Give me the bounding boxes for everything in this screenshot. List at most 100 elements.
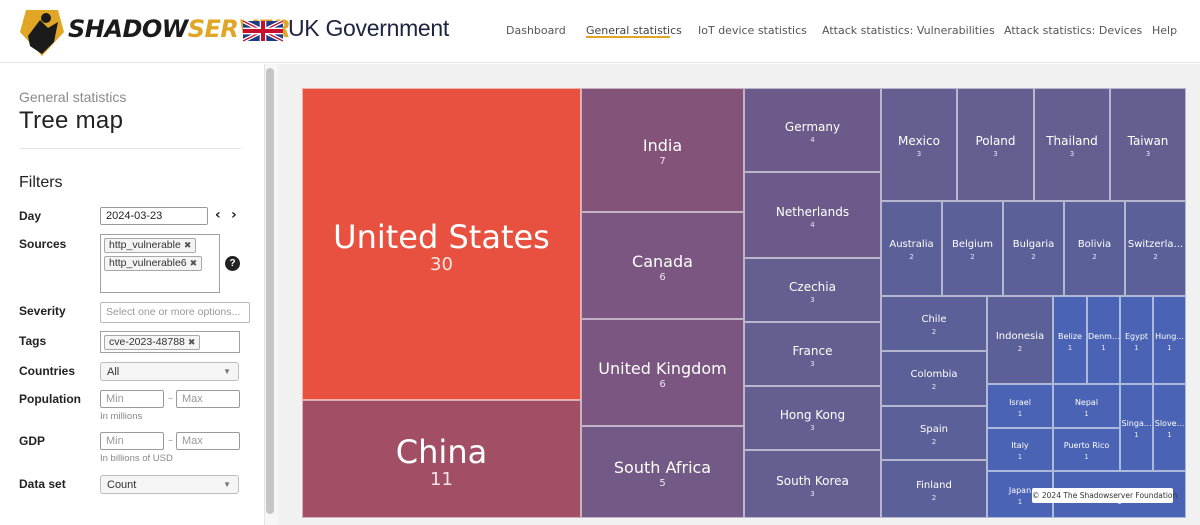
treemap-cell[interactable]: Bulgaria 2 (1003, 201, 1064, 296)
treemap-cell[interactable]: Australia 2 (881, 201, 942, 296)
treemap-cell-value: 2 (931, 493, 937, 502)
population-max-input[interactable]: Max (176, 390, 240, 408)
nav-iot-device-statistics[interactable]: IoT device statistics (698, 24, 807, 37)
treemap-cell[interactable]: Singa... 1 (1120, 384, 1153, 471)
treemap-cell[interactable]: South Africa 5 (581, 426, 744, 518)
treemap-cell[interactable]: Germany 4 (744, 88, 881, 172)
treemap-cell-value: 2 (1153, 253, 1158, 261)
treemap-cell[interactable]: China 11 (302, 400, 581, 518)
treemap-cell[interactable]: Chile 2 (881, 296, 987, 351)
sidebar-scrollbar-thumb[interactable] (266, 68, 274, 514)
treemap-cell[interactable]: Netherlands 4 (744, 172, 881, 258)
treemap-cell[interactable]: India 7 (581, 88, 744, 212)
population-hint: In millions (100, 411, 143, 422)
treemap-cell[interactable]: United Kingdom 6 (581, 319, 744, 426)
tags-multiselect[interactable]: cve-2023-48788 ✖ (100, 331, 240, 353)
treemap-cell-value: 11 (430, 469, 453, 490)
treemap-cell[interactable]: South Korea 3 (744, 450, 881, 518)
treemap-cell[interactable]: Italy 1 (987, 428, 1053, 471)
treemap-cell[interactable]: Mexico 3 (881, 88, 957, 201)
sidebar-divider (19, 148, 241, 149)
nav-attack-devices[interactable]: Attack statistics: Devices (1004, 24, 1143, 37)
treemap-cell-label: Belgium (952, 239, 993, 250)
treemap-cell-value: 1 (1134, 431, 1139, 439)
treemap-cell[interactable]: Canada 6 (581, 212, 744, 319)
treemap-cell[interactable]: Colombia 2 (881, 351, 987, 406)
logo-wordmark[interactable]: SHADOWSERVER (68, 15, 291, 43)
help-icon[interactable]: ? (225, 256, 240, 271)
treemap-cell[interactable]: Puerto Rico 1 (1053, 428, 1120, 471)
treemap-cell[interactable]: Taiwan 3 (1110, 88, 1186, 201)
treemap-cell[interactable]: Israel 1 (987, 384, 1053, 428)
logo-main-text: SHADOW (68, 15, 188, 43)
source-chip[interactable]: http_vulnerable ✖ (104, 238, 197, 253)
sources-label: Sources (19, 237, 67, 251)
treemap-cell[interactable]: France 3 (744, 322, 881, 386)
treemap-cell[interactable]: Hung... 1 (1153, 296, 1186, 384)
treemap-cell-label: Czechia (789, 279, 836, 294)
nav-dashboard[interactable]: Dashboard (506, 24, 566, 37)
treemap-cell[interactable]: Belize 1 (1053, 296, 1087, 384)
treemap-cell[interactable]: Egypt 1 (1120, 296, 1153, 384)
treemap-cell[interactable]: Thailand 3 (1034, 88, 1110, 201)
treemap-cell-label: United Kingdom (598, 358, 727, 378)
treemap-cell[interactable]: Denm... 1 (1087, 296, 1120, 384)
treemap-cell-value: 2 (970, 253, 975, 261)
treemap-cell-value: 2 (909, 253, 914, 261)
tag-chip[interactable]: cve-2023-48788 ✖ (104, 335, 201, 350)
treemap-cell[interactable]: Bolivia 2 (1064, 201, 1125, 296)
gdp-max-input[interactable]: Max (176, 432, 240, 450)
treemap-cell-value: 30 (430, 254, 453, 275)
treemap-cell-label: Hong Kong (779, 407, 846, 422)
day-label: Day (19, 209, 42, 223)
nav-help[interactable]: Help (1152, 24, 1178, 37)
treemap-cell[interactable]: Slove... 1 (1153, 384, 1186, 471)
treemap-cell-value: 1 (1134, 343, 1139, 352)
treemap-cell-value: 1 (1017, 498, 1023, 506)
treemap-cell[interactable]: Finland 2 (881, 460, 987, 518)
treemap-cell-value: 3 (1145, 150, 1151, 158)
treemap-cell-value: 1 (1084, 409, 1089, 418)
gdp-min-input[interactable]: Min (100, 432, 164, 450)
previous-day-icon[interactable]: ‹ (215, 207, 221, 223)
remove-chip-icon[interactable]: ✖ (189, 258, 198, 268)
dataset-label: Data set (19, 477, 66, 491)
breadcrumb[interactable]: General statistics (19, 89, 127, 105)
countries-select[interactable]: All ▼ (100, 362, 239, 381)
treemap-cell[interactable]: Belgium 2 (942, 201, 1003, 296)
treemap-cell-value: 3 (1069, 150, 1075, 158)
remove-chip-icon[interactable]: ✖ (187, 337, 196, 347)
treemap-cell[interactable]: United States 30 (302, 88, 581, 400)
treemap-cell[interactable]: Indonesia 2 (987, 296, 1053, 384)
severity-multiselect[interactable]: Select one or more options... (100, 302, 250, 323)
treemap-cell-label: Singa... (1121, 419, 1152, 428)
treemap-cell[interactable]: Nepal 1 (1053, 384, 1120, 428)
treemap-cell-label: Japan (1008, 486, 1032, 495)
shadowserver-logo-icon[interactable] (18, 6, 66, 60)
next-day-icon[interactable]: › (231, 207, 237, 223)
treemap-cell-label: Chile (921, 314, 947, 325)
treemap-cell-label: Netherlands (775, 204, 850, 219)
treemap-cell-value: 2 (1017, 344, 1023, 353)
treemap-cell[interactable]: Poland 3 (957, 88, 1034, 201)
nav-attack-vulnerabilities[interactable]: Attack statistics: Vulnerabilities (822, 24, 995, 37)
treemap-cell-label: Australia (889, 239, 934, 250)
treemap-cell[interactable]: Spain 2 (881, 406, 987, 460)
treemap-cell-label: Canada (632, 251, 693, 271)
severity-label: Severity (19, 304, 66, 318)
partner-name: UK Government (288, 15, 449, 41)
treemap-cell-value: 1 (1167, 343, 1172, 352)
nav-general-statistics[interactable]: General statistics (586, 24, 682, 37)
source-chip[interactable]: http_vulnerable6 ✖ (104, 256, 203, 271)
sources-multiselect[interactable]: http_vulnerable ✖ http_vulnerable6 ✖ (100, 234, 220, 293)
treemap-cell[interactable]: Czechia 3 (744, 258, 881, 322)
day-input[interactable]: 2024-03-23 (100, 207, 208, 225)
treemap-cell-value: 1 (1067, 343, 1073, 352)
remove-chip-icon[interactable]: ✖ (183, 240, 192, 250)
treemap-cell[interactable]: Hong Kong 3 (744, 386, 881, 450)
treemap-cell-label: Denm... (1088, 331, 1119, 341)
treemap-cell[interactable]: Switzerla... 2 (1125, 201, 1186, 296)
population-min-input[interactable]: Min (100, 390, 164, 408)
chevron-down-icon: ▼ (223, 480, 231, 489)
dataset-select[interactable]: Count ▼ (100, 475, 239, 494)
